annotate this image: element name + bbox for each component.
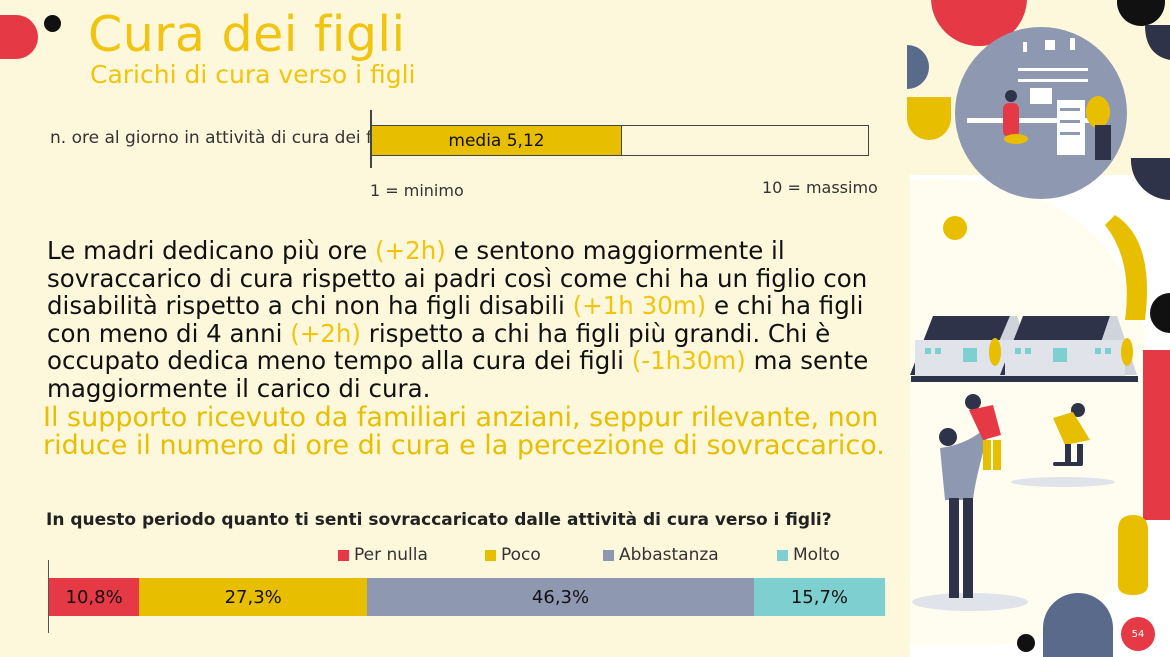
legend-label: Per nulla bbox=[354, 545, 428, 565]
legend-swatch bbox=[485, 549, 496, 561]
findings-highlight-3: (+2h) bbox=[290, 318, 361, 348]
findings-text-3: e chi ha figli con meno di 4 anni bbox=[47, 291, 864, 348]
support-paragraph: Il supporto ricevuto da familiari anzian… bbox=[43, 402, 885, 461]
deco-black-dot-left bbox=[44, 15, 61, 32]
decorative-illustration bbox=[907, 0, 1170, 657]
legend-label: Molto bbox=[793, 545, 840, 565]
page-number-badge: 54 bbox=[1121, 617, 1155, 651]
data-label: 27,3% bbox=[224, 586, 282, 608]
findings-highlight-2: (+1h 30m) bbox=[572, 291, 707, 321]
range-scale-fill: media 5,12 bbox=[371, 125, 622, 156]
bar-segment-molto: 15,7% bbox=[753, 578, 885, 616]
legend-item-per-nulla: Per nulla bbox=[338, 545, 428, 565]
stacked-bar: 10,8% 27,3% 46,3% 15,7% bbox=[49, 578, 885, 616]
findings-highlight-1: (+2h) bbox=[375, 236, 446, 265]
legend-swatch bbox=[777, 549, 788, 561]
legend-swatch bbox=[603, 549, 614, 561]
findings-text-5: ma sente maggiormente il carico di cura. bbox=[47, 346, 869, 403]
page-subtitle: Carichi di cura verso i figli bbox=[90, 60, 416, 89]
findings-text-2: e sentono maggiormente il sovraccarico d… bbox=[47, 236, 868, 321]
deco-red-half-circle-left bbox=[0, 15, 38, 59]
data-label: 15,7% bbox=[790, 586, 848, 608]
data-label: 10,8% bbox=[65, 586, 123, 608]
page-title: Cura dei figli bbox=[88, 6, 406, 63]
chart-title: In questo periodo quanto ti senti sovrac… bbox=[46, 510, 832, 530]
range-scale-fill-text: media 5,12 bbox=[448, 131, 545, 151]
bar-segment-poco: 27,3% bbox=[139, 578, 368, 616]
legend-swatch bbox=[338, 549, 349, 561]
legend-label: Poco bbox=[501, 545, 541, 565]
legend-item-poco: Poco bbox=[485, 545, 541, 565]
range-scale-max-label: 10 = massimo bbox=[762, 178, 878, 197]
legend-item-molto: Molto bbox=[777, 545, 840, 565]
bar-segment-per-nulla: 10,8% bbox=[49, 578, 140, 616]
findings-text-1: Le madri dedicano più ore bbox=[47, 236, 376, 265]
findings-paragraph: Le madri dedicano più ore (+2h) e senton… bbox=[47, 237, 897, 403]
findings-text-4: rispetto a chi ha figli più grandi. Chi … bbox=[47, 318, 831, 376]
chart-axis bbox=[48, 560, 49, 633]
legend-label: Abbastanza bbox=[619, 545, 719, 565]
range-scale-label: n. ore al giorno in attività di cura dei… bbox=[50, 128, 398, 148]
findings-highlight-4: (-1h30m) bbox=[631, 346, 746, 376]
range-scale-min-label: 1 = minimo bbox=[370, 181, 464, 200]
legend-item-abbastanza: Abbastanza bbox=[603, 545, 719, 565]
bar-segment-abbastanza: 46,3% bbox=[367, 578, 754, 616]
data-label: 46,3% bbox=[531, 586, 590, 608]
